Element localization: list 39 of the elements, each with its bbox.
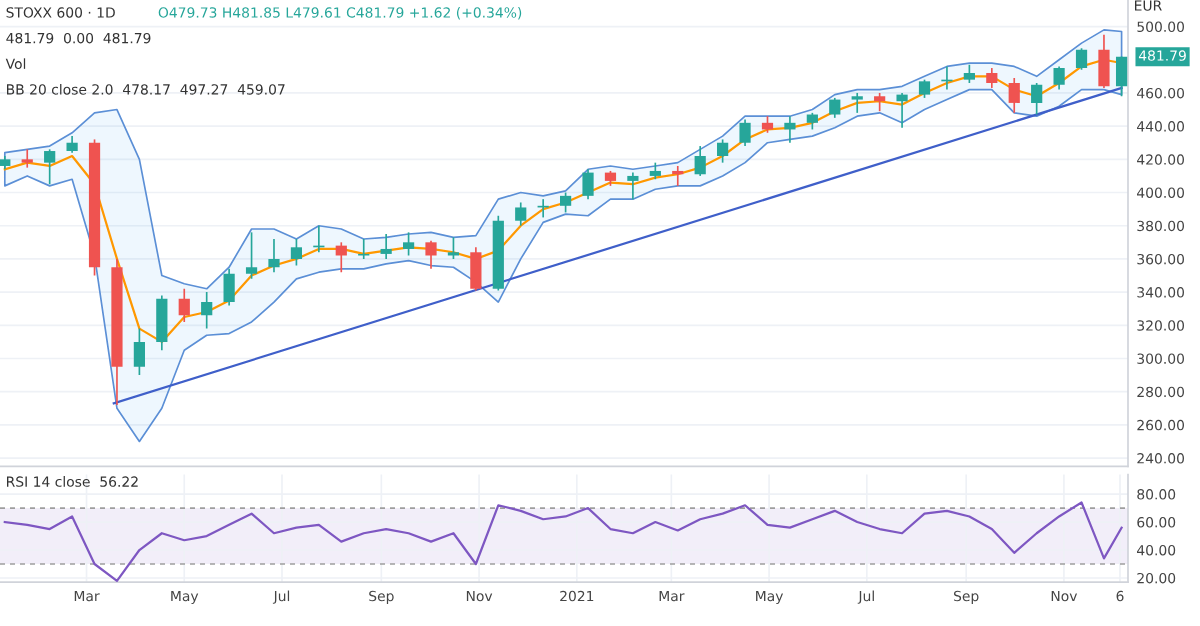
candlestick — [963, 63, 975, 84]
candlestick — [874, 92, 886, 113]
candlestick — [268, 238, 280, 274]
candlestick — [582, 168, 594, 200]
candlestick — [178, 287, 190, 323]
candlestick — [245, 231, 258, 280]
candlestick — [1008, 77, 1020, 114]
candlestick — [739, 118, 751, 147]
candlestick — [380, 233, 392, 260]
candlestick — [44, 148, 56, 186]
candlestick — [133, 327, 146, 376]
candlestick — [201, 291, 213, 330]
candlestick — [1098, 34, 1110, 89]
candlestick — [358, 238, 370, 260]
candlestick — [896, 92, 908, 129]
candlestick — [1031, 82, 1043, 116]
candlestick — [156, 294, 168, 352]
candlestick — [918, 78, 931, 99]
candlestick — [290, 238, 303, 267]
candlestick — [717, 138, 729, 164]
candlestick — [21, 148, 33, 169]
candlestick — [559, 191, 572, 214]
line-series — [3, 501, 1123, 582]
candlestick — [515, 201, 527, 227]
candlestick — [223, 268, 235, 307]
candlestick — [851, 92, 863, 114]
candlestick — [986, 67, 998, 89]
candlestick — [1115, 55, 1128, 98]
candlestick — [447, 236, 460, 260]
candlestick — [627, 171, 639, 200]
candlestick — [402, 231, 415, 257]
candlestick — [694, 145, 706, 177]
candlestick — [1053, 65, 1065, 91]
candlestick — [1075, 47, 1088, 71]
candlestick — [335, 241, 347, 274]
candlestick — [829, 97, 841, 119]
candlestick — [425, 239, 437, 270]
candlestick — [470, 246, 482, 292]
candlestick — [784, 115, 796, 144]
